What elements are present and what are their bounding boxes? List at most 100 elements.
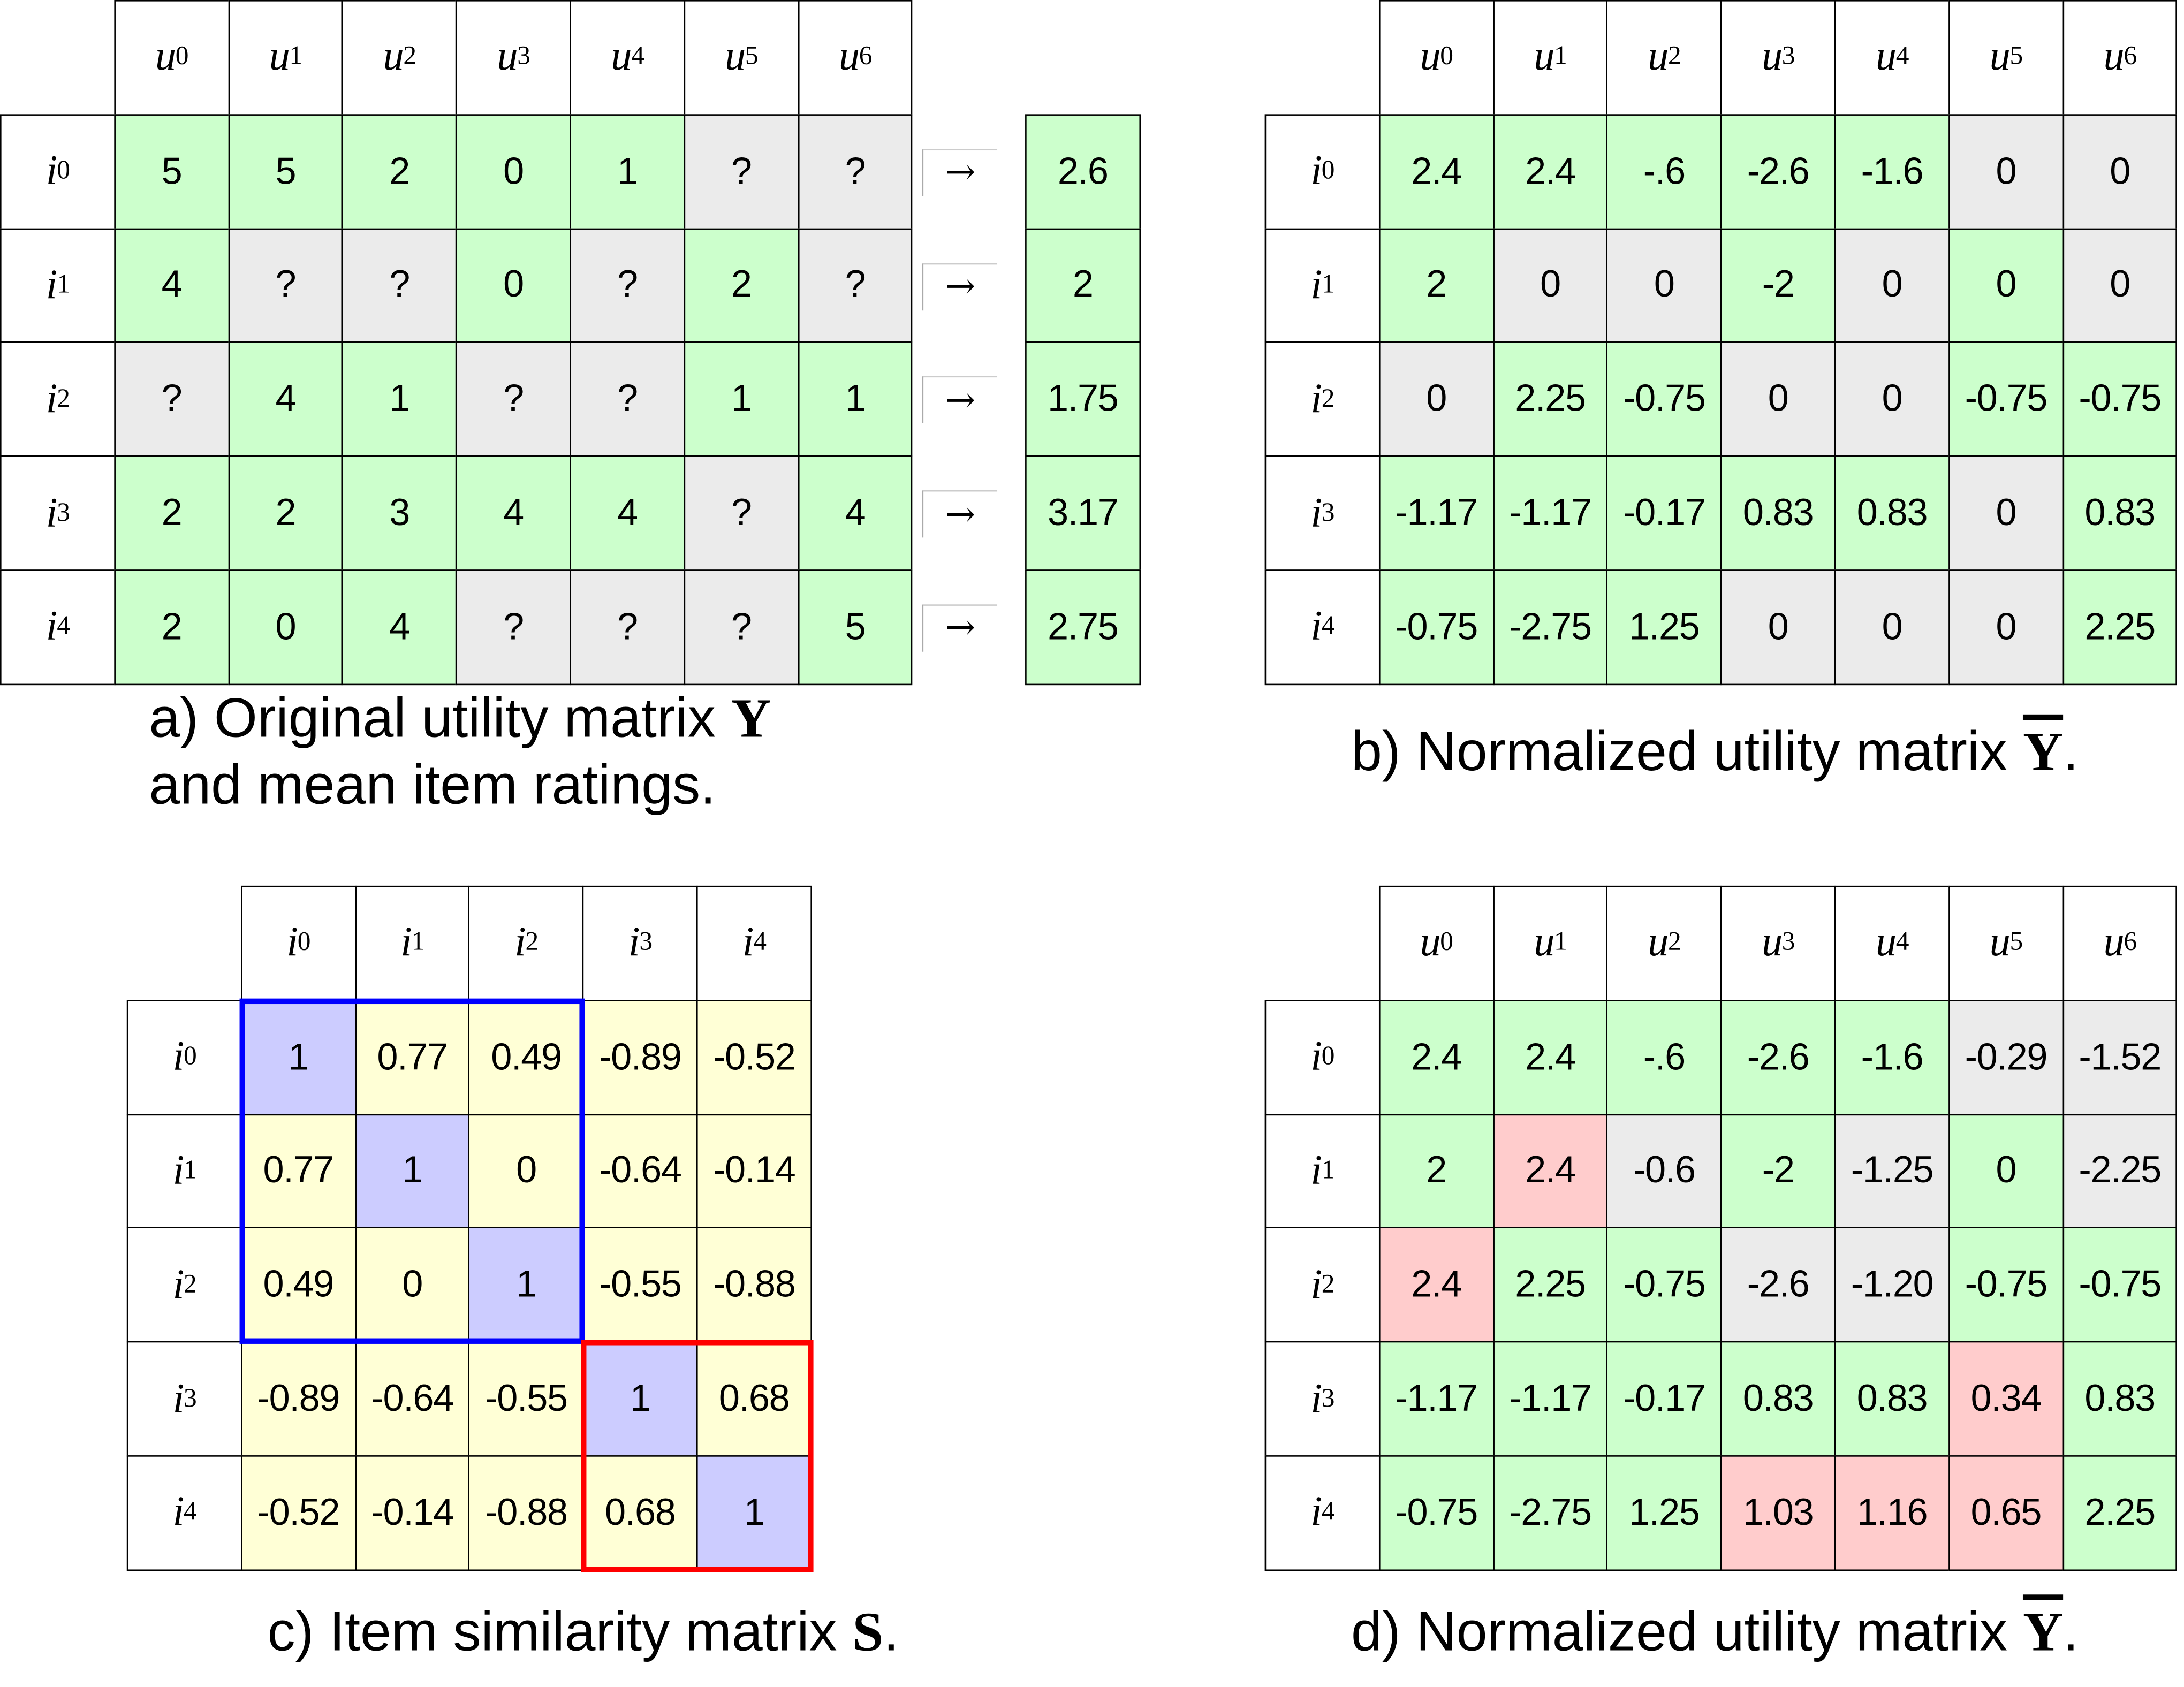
math-symbol: u [1648, 34, 1669, 80]
math-symbol: u [1420, 34, 1441, 80]
matrix-cell: 4 [228, 341, 344, 457]
math-symbol: i [1310, 375, 1322, 422]
mean-rating-cell: 1.75 [1025, 341, 1141, 457]
matrix-cell: -0.64 [582, 1113, 698, 1229]
math-subscript: 0 [1321, 1042, 1335, 1072]
matrix-cell: 1.25 [1606, 569, 1722, 685]
matrix-cell: -0.55 [468, 1341, 584, 1457]
math-symbol: u [269, 34, 290, 80]
math-subscript: 2 [1667, 928, 1681, 958]
matrix-cell: 1 [684, 341, 799, 457]
matrix-cell: -0.75 [1948, 341, 2064, 457]
caption-text: a) Original utility matrix [149, 688, 731, 749]
matrix-cell: 2.4 [1378, 1227, 1494, 1343]
matrix-cell: 0.83 [1834, 455, 1950, 571]
matrix-cell: 0 [1606, 227, 1722, 344]
math-symbol: i [1310, 1148, 1322, 1194]
math-subscript: 6 [2124, 42, 2137, 72]
matrix-cell: 2.25 [1492, 341, 1608, 457]
math-subscript: 2 [1321, 1270, 1335, 1300]
math-subscript: 1 [1554, 928, 1567, 958]
math-symbol: u [1989, 34, 2011, 80]
matrix-cell: 0 [1948, 227, 2064, 344]
arrow-right-icon [922, 490, 998, 538]
matrix-cell: ? [797, 113, 913, 230]
matrix-cell: 0.68 [582, 1455, 698, 1571]
matrix-cell: 0.83 [2062, 1341, 2178, 1457]
matrix-cell: 0 [468, 1113, 584, 1229]
matrix-cell: -1.17 [1378, 455, 1494, 571]
matrix-cell: 5 [113, 113, 230, 230]
math-symbol: u [1534, 920, 1554, 966]
caption-suffix: . [2063, 721, 2079, 783]
matrix-cell: -1.17 [1378, 1341, 1494, 1457]
matrix-cell: -2 [1720, 227, 1836, 344]
matrix-cell: -0.14 [354, 1455, 470, 1571]
matrix-cell: 0.49 [468, 999, 584, 1115]
math-symbol: i [1310, 603, 1322, 650]
math-symbol: i [1310, 1261, 1322, 1308]
math-symbol: i [1310, 1489, 1322, 1536]
math-subscript: 5 [2009, 42, 2023, 72]
mean-rating-cell: 2.6 [1025, 113, 1141, 230]
math-symbol: u [725, 34, 746, 80]
math-subscript: 4 [57, 612, 70, 641]
math-symbol: i [172, 1489, 185, 1536]
math-subscript: 4 [183, 1498, 197, 1527]
matrix-cell: 0.34 [1948, 1341, 2064, 1457]
math-symbol: i [514, 920, 526, 966]
math-symbol: i [172, 1148, 185, 1194]
mean-rating-cell: 3.17 [1025, 455, 1141, 571]
matrix-cell: -0.64 [354, 1341, 470, 1457]
math-symbol: i [172, 1261, 185, 1308]
matrix-cell: 5 [228, 113, 344, 230]
math-symbol: u [2103, 34, 2125, 80]
matrix-cell: -0.17 [1606, 455, 1722, 571]
matrix-cell: -2 [1720, 1113, 1836, 1229]
math-subscript: 0 [175, 42, 189, 72]
matrix-cell: 1 [468, 1227, 584, 1343]
matrix-cell: 0 [2062, 113, 2178, 230]
matrix-cell: 4 [113, 227, 230, 344]
matrix-cell: -.6 [1606, 113, 1722, 230]
math-subscript: 0 [183, 1042, 197, 1072]
math-symbol: i [628, 920, 640, 966]
math-subscript: 4 [753, 928, 767, 958]
math-symbol: u [839, 34, 860, 80]
math-subscript: 5 [2009, 928, 2023, 958]
matrix-cell: -1.25 [1834, 1113, 1950, 1229]
matrix-cell: -1.17 [1492, 1341, 1608, 1457]
caption-text: b) Normalized utility matrix [1351, 721, 2023, 783]
matrix-cell: -0.6 [1606, 1113, 1722, 1229]
matrix-cell: -0.29 [1948, 999, 2064, 1115]
matrix-cell: 1 [240, 999, 357, 1115]
matrix-cell: -2.6 [1720, 999, 1836, 1115]
math-subscript: 3 [57, 498, 70, 528]
math-symbol: u [1875, 920, 1897, 966]
math-subscript: 2 [183, 1270, 197, 1300]
matrix-cell: 2.4 [1378, 999, 1494, 1115]
math-subscript: 2 [57, 384, 70, 414]
matrix-cell: 0 [1948, 113, 2064, 230]
math-subscript: 1 [1321, 1156, 1335, 1186]
matrix-cell: 0 [2062, 227, 2178, 344]
